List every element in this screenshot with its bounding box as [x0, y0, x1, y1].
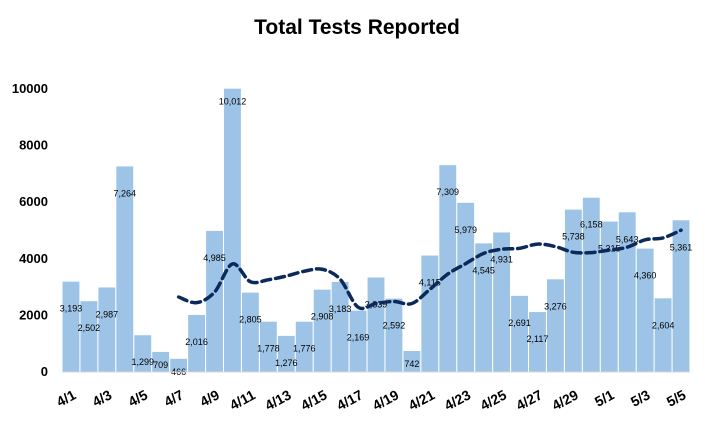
- x-tick-label: 4/29: [549, 386, 581, 413]
- data-label: 1,778: [257, 344, 280, 354]
- x-tick-label: 4/11: [227, 386, 258, 413]
- data-label: 2,908: [311, 312, 334, 322]
- bar: [367, 277, 385, 372]
- bar-series: [62, 88, 690, 372]
- data-label: 5,979: [454, 225, 477, 235]
- bar: [672, 220, 690, 372]
- data-label: 3,193: [60, 304, 83, 314]
- data-label: 5,738: [562, 232, 585, 242]
- y-tick-label: 8000: [19, 138, 48, 153]
- bar: [295, 321, 313, 372]
- data-label: 2,592: [383, 321, 406, 331]
- x-tick-label: 4/5: [125, 386, 150, 409]
- data-label: 3,276: [544, 301, 567, 311]
- bar: [582, 197, 600, 372]
- y-tick-label: 10000: [12, 81, 48, 96]
- data-label: 2,117: [527, 334, 549, 344]
- bar: [403, 351, 421, 372]
- moving-average-line: [176, 228, 683, 311]
- bar: [241, 292, 259, 372]
- data-label: 7,309: [437, 187, 460, 197]
- data-label: 742: [404, 359, 419, 369]
- bar: [385, 298, 403, 372]
- bar: [259, 321, 277, 372]
- bar: [654, 298, 672, 372]
- bar: [224, 88, 241, 372]
- x-tick-label: 5/5: [664, 386, 689, 409]
- y-tick-label: 6000: [19, 194, 48, 209]
- data-label: 6,158: [580, 220, 603, 230]
- y-tick-label: 2000: [19, 307, 48, 322]
- bar: [98, 287, 116, 372]
- bar: [277, 335, 295, 372]
- bar: [206, 230, 223, 372]
- bar: [134, 335, 152, 372]
- bar: [116, 166, 134, 372]
- y-tick-label: 4000: [19, 251, 48, 266]
- bar: [636, 248, 654, 372]
- data-label: 1,776: [293, 344, 316, 354]
- x-tick-label: 4/3: [90, 386, 115, 409]
- x-tick-label: 4/17: [334, 386, 366, 413]
- bar: [600, 221, 618, 372]
- bar: [421, 255, 439, 372]
- data-label: 2,502: [78, 323, 101, 333]
- data-label: 7,264: [114, 188, 137, 198]
- bar: [493, 232, 511, 372]
- bar: [331, 281, 349, 372]
- data-label: 2,169: [347, 333, 370, 343]
- bar: [457, 202, 475, 372]
- x-tick-label: 4/1: [54, 386, 79, 409]
- y-tick-label: 0: [41, 364, 48, 379]
- data-label: 709: [153, 360, 168, 370]
- bar: [529, 312, 546, 372]
- x-tick-label: 4/27: [513, 386, 545, 413]
- data-label: 5,361: [670, 242, 693, 252]
- x-axis: 4/1 4/3 4/5 4/7 4/9 4/11 4/13 4/15 4/17 4/19 4/21 4…: [54, 386, 689, 413]
- x-tick-label: 4/19: [370, 386, 402, 413]
- data-label: 4,985: [203, 253, 226, 263]
- data-label: 4,115: [419, 278, 441, 288]
- x-tick-label: 5/1: [592, 386, 617, 409]
- bar: [152, 351, 170, 372]
- data-label: 2,016: [185, 337, 208, 347]
- data-label: 1,276: [275, 358, 298, 368]
- data-label: 4,360: [634, 271, 657, 281]
- x-tick-label: 4/25: [477, 386, 509, 413]
- data-label: 2,604: [652, 320, 675, 330]
- bar: [546, 279, 564, 372]
- bar: [511, 295, 528, 372]
- bar: [349, 310, 367, 372]
- data-label: 2,987: [96, 309, 119, 319]
- bar: [313, 289, 331, 372]
- bar: [188, 314, 206, 372]
- bar: [439, 165, 457, 372]
- chart-title: Total Tests Reported: [254, 16, 460, 39]
- data-label: 4,545: [472, 265, 495, 275]
- data-label: 3,183: [329, 304, 352, 314]
- data-label: 4,931: [490, 254, 513, 264]
- data-label: 1,299: [131, 357, 154, 367]
- x-tick-label: 4/7: [161, 386, 186, 409]
- x-tick-label: 4/23: [442, 386, 474, 413]
- x-tick-label: 4/9: [197, 386, 222, 409]
- bar: [80, 301, 98, 372]
- bar: [62, 281, 80, 372]
- data-label: 10,012: [219, 97, 247, 107]
- x-tick-label: 4/21: [406, 386, 438, 413]
- x-tick-label: 4/13: [262, 386, 294, 413]
- y-axis: 0 2000 4000 6000 8000 10000: [12, 81, 48, 379]
- bar: [475, 243, 493, 372]
- bar: [618, 212, 636, 372]
- data-label: 2,691: [508, 318, 531, 328]
- bar: [170, 358, 188, 372]
- x-tick-label: 5/3: [628, 386, 653, 409]
- x-tick-label: 4/15: [298, 386, 330, 413]
- data-label: 5,643: [616, 234, 639, 244]
- data-label: 2,805: [239, 315, 262, 325]
